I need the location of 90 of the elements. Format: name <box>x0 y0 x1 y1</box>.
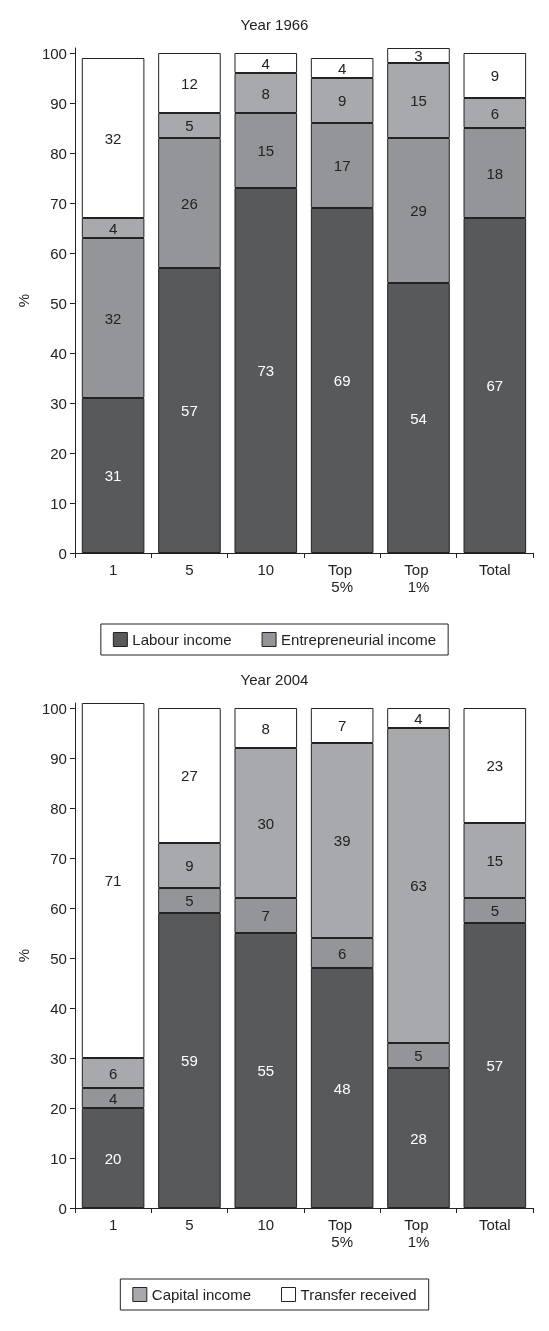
chart-title: Year 2004 <box>240 671 309 688</box>
y-tick-label: 80 <box>50 799 67 817</box>
x-tick-label: 10 <box>257 1216 275 1233</box>
data-label: 17 <box>333 157 351 174</box>
chart-title: Year 1966 <box>240 16 309 33</box>
data-label: 69 <box>333 372 351 389</box>
data-label: 71 <box>104 872 122 889</box>
x-tick-label: 1 <box>108 561 118 578</box>
x-tick-label: Top 1% <box>404 561 433 595</box>
data-label: 63 <box>410 877 427 894</box>
y-tick-label: 100 <box>41 699 67 717</box>
data-label: 59 <box>181 1052 198 1069</box>
data-label: 15 <box>486 852 504 869</box>
data-label: 28 <box>410 1129 427 1147</box>
data-label: 32 <box>104 129 122 147</box>
y-tick-label: 90 <box>50 94 67 112</box>
data-label: 3 <box>414 47 423 64</box>
data-label: 67 <box>486 377 504 394</box>
data-label: 26 <box>181 194 198 212</box>
data-label: 23 <box>486 757 504 774</box>
y-tick-label: 70 <box>50 849 67 867</box>
y-tick-label: 100 <box>41 44 67 62</box>
data-label: 4 <box>261 54 270 72</box>
data-label: 54 <box>410 409 427 427</box>
y-tick-label: 0 <box>58 1199 67 1217</box>
y-tick-label: 30 <box>50 1049 67 1067</box>
data-label: 4 <box>337 59 347 77</box>
y-tick-label: 20 <box>50 444 67 462</box>
data-label: 9 <box>490 67 499 84</box>
y-tick-label: 20 <box>50 1099 67 1117</box>
data-label: 6 <box>337 944 347 962</box>
data-label: 7 <box>261 907 270 924</box>
y-tick-label: 40 <box>50 999 67 1017</box>
y-tick-label: 60 <box>50 244 67 262</box>
data-label: 8 <box>261 719 270 737</box>
data-label: 4 <box>414 709 423 727</box>
data-label: 20 <box>104 1149 122 1167</box>
data-label: 9 <box>185 857 194 874</box>
data-label: 6 <box>490 104 499 122</box>
y-axis-title: % <box>15 293 32 308</box>
data-label: 4 <box>108 219 118 237</box>
data-label: 30 <box>257 814 275 832</box>
y-tick-label: 10 <box>50 494 67 512</box>
y-tick-label: 60 <box>50 899 67 917</box>
data-label: 48 <box>333 1079 351 1097</box>
legend-label: Transfer received <box>300 1286 417 1303</box>
data-label: 57 <box>181 402 198 419</box>
data-label: 73 <box>257 362 275 379</box>
data-label: 9 <box>337 92 347 109</box>
x-tick-label: 10 <box>257 561 275 578</box>
y-tick-label: 0 <box>58 544 67 562</box>
x-tick-label: Top 5% <box>327 561 357 595</box>
data-label: 55 <box>257 1062 275 1079</box>
x-tick-label: Top 1% <box>404 1216 433 1250</box>
data-label: 27 <box>181 767 198 784</box>
y-tick-label: 10 <box>50 1149 67 1167</box>
y-tick-label: 50 <box>50 294 67 312</box>
data-label: 57 <box>486 1057 504 1074</box>
data-label: 4 <box>108 1089 118 1107</box>
data-label: 5 <box>185 117 194 134</box>
x-tick-label: Top 5% <box>327 1216 357 1250</box>
x-tick-label: Total <box>478 1216 511 1233</box>
data-label: 12 <box>181 74 198 92</box>
data-label: 8 <box>261 84 270 102</box>
data-label: 15 <box>257 142 275 159</box>
data-label: 32 <box>104 309 122 327</box>
data-label: 39 <box>333 832 351 849</box>
data-label: 15 <box>410 92 427 109</box>
data-label: 18 <box>486 164 504 182</box>
y-tick-label: 50 <box>50 949 67 967</box>
data-label: 5 <box>185 892 194 909</box>
x-tick-label: 5 <box>185 1216 194 1233</box>
x-tick-label: 5 <box>185 561 194 578</box>
x-tick-label: Total <box>478 561 511 578</box>
data-label: 29 <box>410 202 427 219</box>
y-axis-title: % <box>15 948 32 963</box>
y-tick-label: 70 <box>50 194 67 212</box>
legend-label: Capital income <box>151 1286 252 1303</box>
x-tick-label: 1 <box>108 1216 118 1233</box>
data-label: 31 <box>104 467 122 484</box>
legend-label: Entrepreneurial income <box>281 631 437 648</box>
legend-label: Labour income <box>132 631 232 648</box>
y-tick-label: 80 <box>50 144 67 162</box>
data-label: 7 <box>337 717 347 734</box>
y-tick-label: 30 <box>50 394 67 412</box>
y-tick-label: 90 <box>50 749 67 767</box>
data-label: 5 <box>414 1047 423 1064</box>
y-tick-label: 40 <box>50 344 67 362</box>
data-label: 5 <box>490 902 499 919</box>
data-label: 6 <box>108 1064 118 1082</box>
